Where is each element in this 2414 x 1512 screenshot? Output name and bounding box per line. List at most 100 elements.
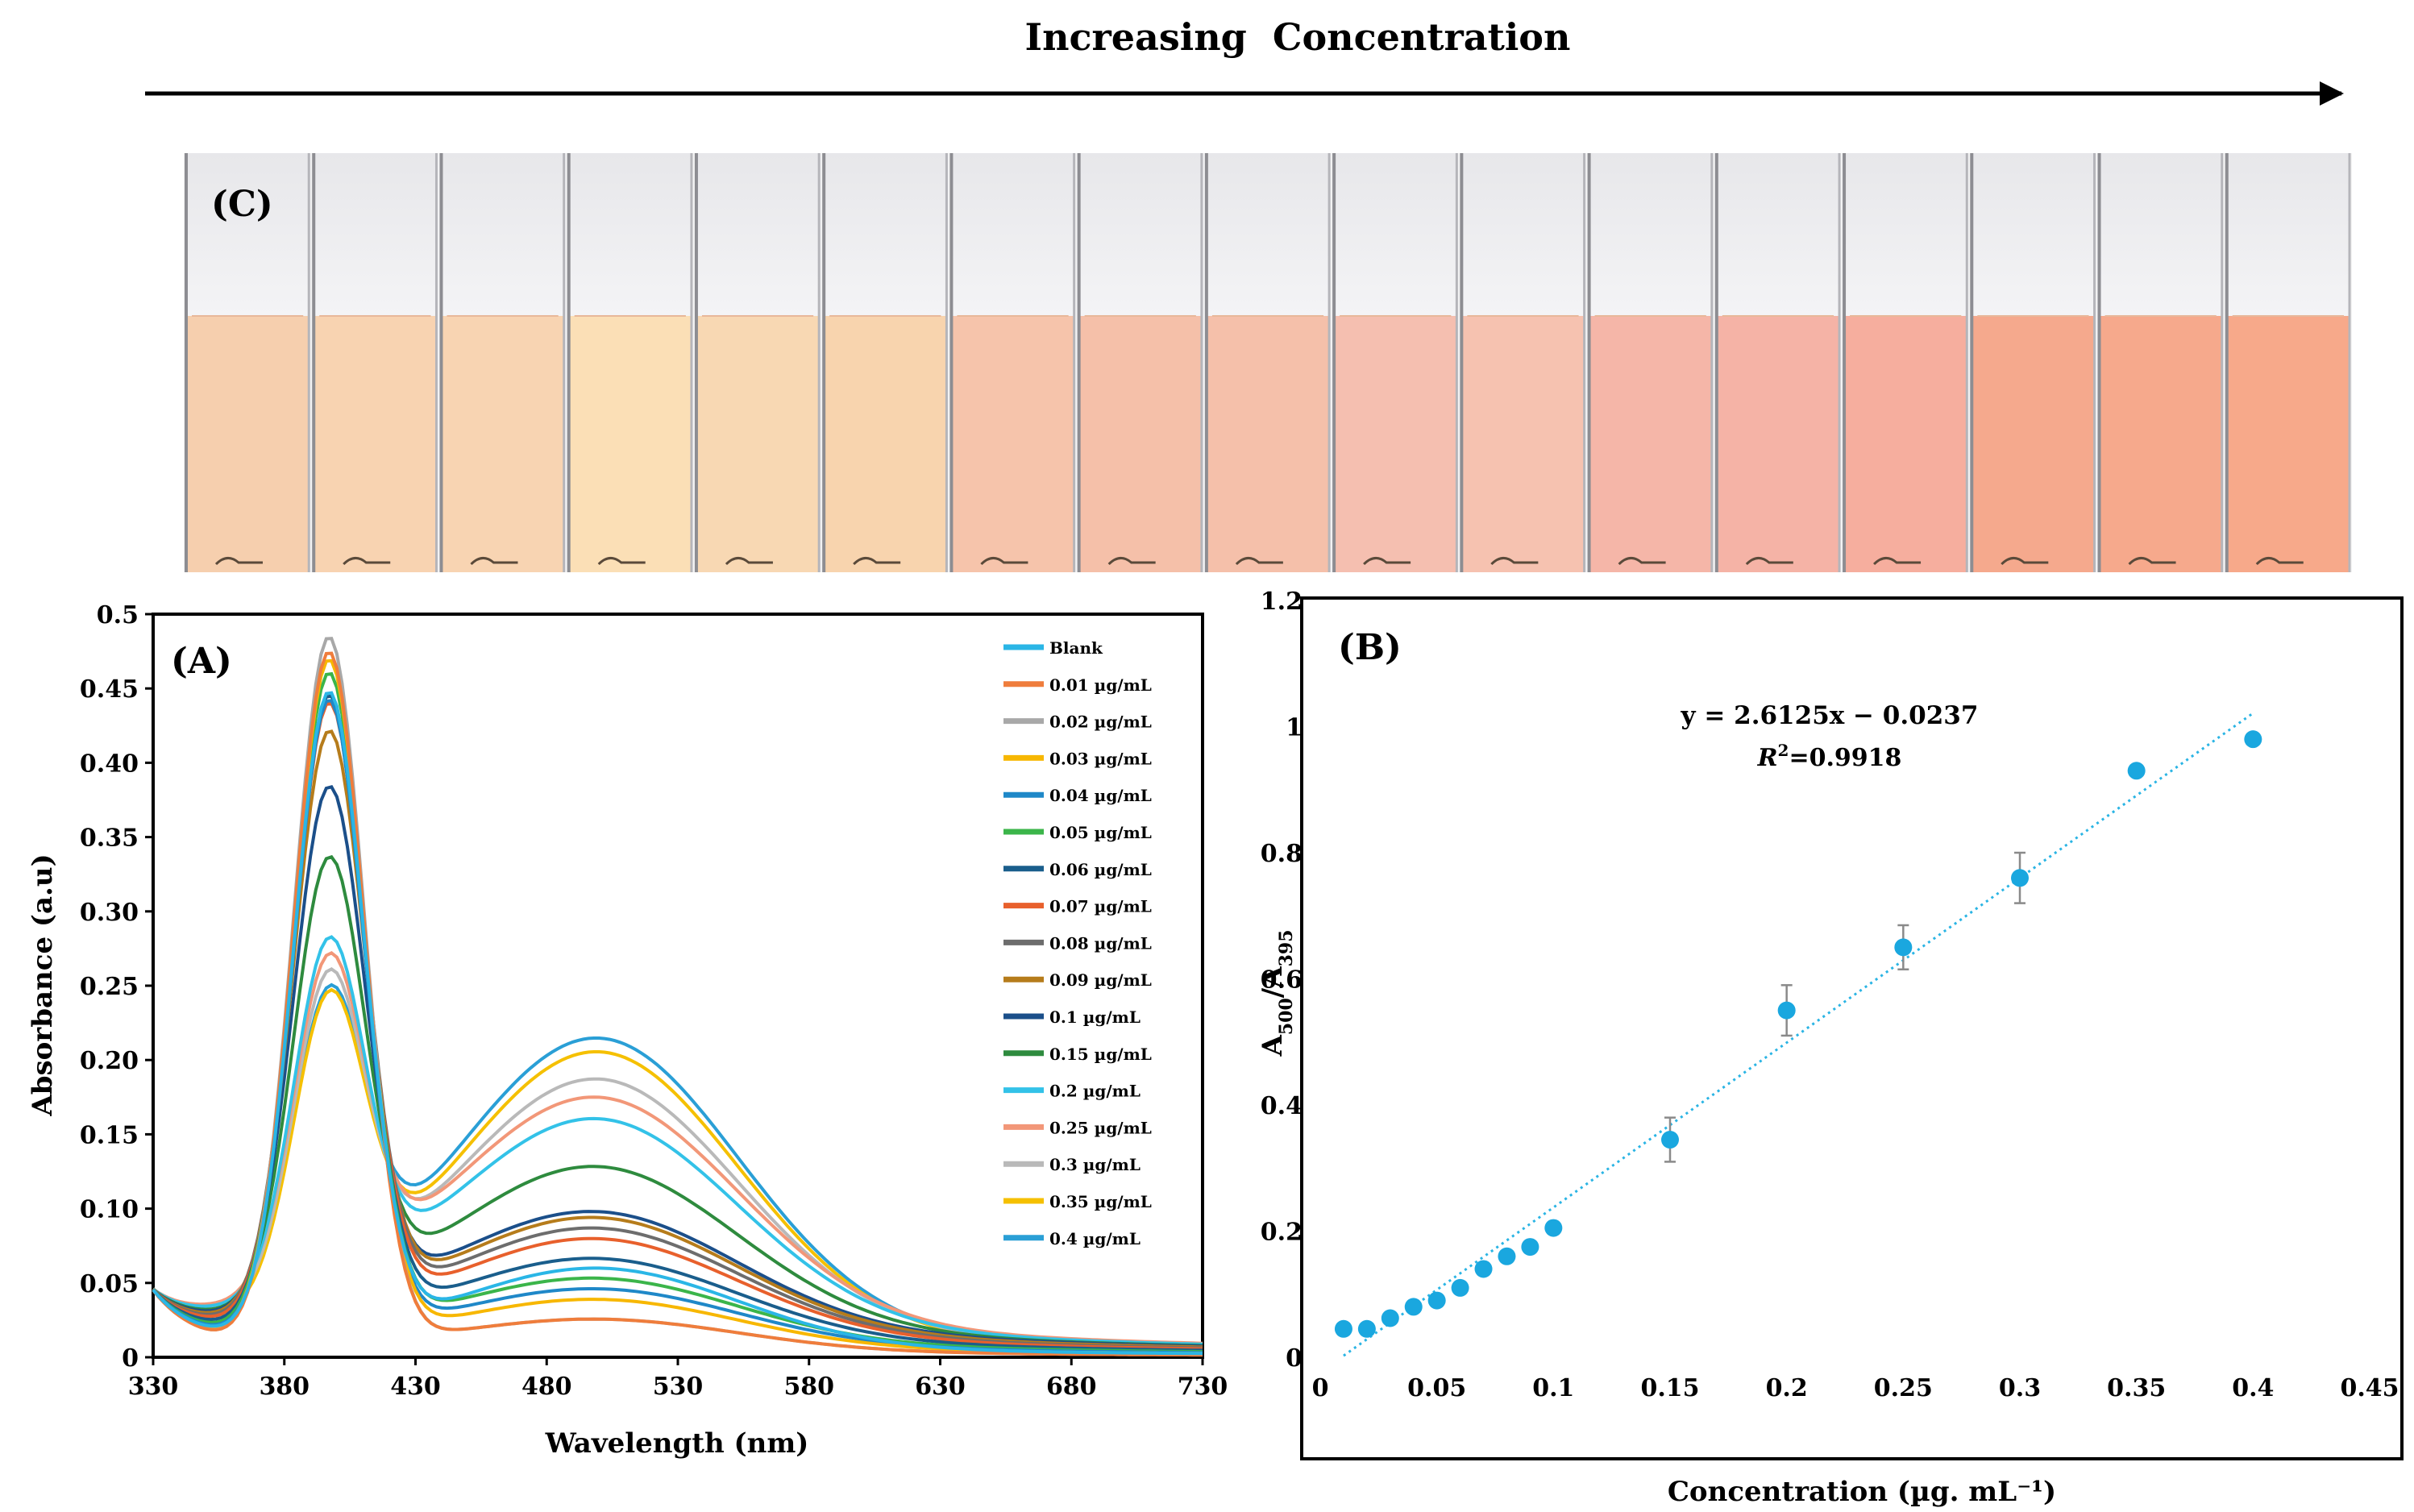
stir-bar <box>1107 557 1156 566</box>
y-tick-label: 0.6 <box>1261 966 1303 995</box>
chart-a-x-ticks: 330 380 430 480 530 580 630 680 730 <box>128 1357 1228 1401</box>
y-tick-label: 0.30 <box>80 899 139 927</box>
cuvette-glass <box>825 153 946 318</box>
x-tick-label: 0.1 <box>1532 1374 1574 1402</box>
cuvette-glass <box>569 153 691 318</box>
legend-entry: 0.1 µg/mL <box>1003 1007 1141 1027</box>
stir-bar <box>1618 557 1666 566</box>
stir-bar <box>470 557 518 566</box>
cuvette <box>1204 153 1331 572</box>
legend-entry: 0.03 µg/mL <box>1003 749 1152 768</box>
data-point-marker <box>1357 1319 1376 1338</box>
data-point-marker <box>1521 1238 1539 1257</box>
legend-entry: 0.25 µg/mL <box>1003 1118 1152 1137</box>
data-point <box>1544 1219 1563 1237</box>
x-tick-label: 530 <box>653 1373 704 1401</box>
stir-bar <box>343 557 391 566</box>
photo-panel: Increasing Concentration (C) <box>145 15 2352 572</box>
cuvette-solution <box>569 316 691 572</box>
spectrum-line <box>152 694 1203 1352</box>
panel-a-label: (A) <box>171 641 232 682</box>
data-point <box>1334 1319 1352 1338</box>
data-point <box>1661 1116 1679 1163</box>
stir-bar <box>1235 557 1283 566</box>
legend-entry: 0.35 µg/mL <box>1003 1192 1152 1211</box>
data-point <box>1777 984 1796 1037</box>
chart-b-frame <box>1300 596 2404 1460</box>
cuvette-solution <box>696 316 819 572</box>
stir-bar <box>853 557 901 566</box>
data-point <box>2127 762 2146 780</box>
chart-b-y-axis-title: A500/A395 <box>1257 929 1297 1057</box>
cuvette <box>1587 153 1714 572</box>
data-point-marker <box>1404 1298 1423 1316</box>
cuvette-glass <box>1079 153 1201 318</box>
stir-bar <box>980 557 1028 566</box>
cuvette-solution <box>1717 316 1839 572</box>
data-point-marker <box>1474 1260 1493 1278</box>
linear-fit-line <box>1343 712 2254 1357</box>
legend-entry: 0.06 µg/mL <box>1003 860 1152 879</box>
stir-bar <box>1745 557 1793 566</box>
stir-bar <box>214 557 263 566</box>
panel-b-label: (B) <box>1338 627 1402 668</box>
x-tick-label: 730 <box>1178 1373 1228 1401</box>
x-tick-label: 0.2 <box>1766 1374 1808 1402</box>
legend-entry: 0.07 µg/mL <box>1003 897 1152 916</box>
chart-a-x-axis-title: Wavelength (nm) <box>545 1427 809 1460</box>
legend-label: 0.04 µg/mL <box>1049 786 1152 805</box>
x-tick-label: 0.3 <box>1999 1374 2041 1402</box>
cuvette-solution <box>825 316 946 572</box>
increasing-concentration-header: Increasing Concentration <box>1025 15 1571 59</box>
legend-entry: 0.2 µg/mL <box>1003 1082 1141 1101</box>
cuvette <box>694 153 821 572</box>
legend-label: 0.35 µg/mL <box>1049 1192 1152 1211</box>
cuvette-solution <box>1462 316 1584 572</box>
y-tick-label: 0.40 <box>80 750 139 778</box>
data-point <box>1474 1260 1493 1278</box>
spectra-chart: 0 0.05 0.10 0.15 0.20 0.25 0.30 0.35 0.40 0.45 0.5… <box>27 601 1228 1460</box>
x-tick-label: 630 <box>915 1373 966 1401</box>
chart-a-y-ticks: 0 0.05 0.10 0.15 0.20 0.25 0.30 0.35 0.40 0.45 0.5 <box>80 601 153 1373</box>
spectrum-line <box>152 701 1203 1351</box>
cuvette-solution <box>442 316 563 572</box>
cuvette <box>1332 153 1458 572</box>
data-point <box>1357 1319 1376 1338</box>
spectrum-line <box>152 935 1203 1346</box>
chart-b-trendline <box>1343 712 2254 1357</box>
data-point-marker <box>1894 938 1913 957</box>
legend-entry: 0.3 µg/mL <box>1003 1155 1141 1174</box>
stir-bar <box>1490 557 1539 566</box>
legend-label: Blank <box>1049 638 1103 658</box>
r-squared-label: R2=0.9918 <box>1757 741 1902 772</box>
legend-entry: 0.09 µg/mL <box>1003 970 1152 990</box>
data-point-marker <box>1427 1291 1446 1310</box>
data-point-marker <box>2244 730 2262 749</box>
data-point-marker <box>1544 1219 1563 1237</box>
legend-label: 0.2 µg/mL <box>1049 1082 1141 1101</box>
data-point-marker <box>1777 1001 1796 1020</box>
stir-bar <box>2128 557 2176 566</box>
cuvette-solution <box>314 316 436 572</box>
legend-label: 0.03 µg/mL <box>1049 749 1152 768</box>
legend-entry: 0.01 µg/mL <box>1003 675 1152 695</box>
data-point-marker <box>1334 1319 1352 1338</box>
y-tick-label: 0.20 <box>80 1047 139 1075</box>
cuvette-solution <box>1335 316 1456 572</box>
data-point-marker <box>1661 1131 1679 1149</box>
y-tick-label: 0 <box>122 1344 139 1373</box>
data-point <box>1427 1291 1446 1310</box>
legend-entry: 0.4 µg/mL <box>1003 1229 1141 1248</box>
data-point <box>2011 851 2029 904</box>
legend-label: 0.4 µg/mL <box>1049 1229 1141 1248</box>
cuvette <box>1970 153 2096 572</box>
cuvette <box>949 153 1076 572</box>
legend-entry: Blank <box>1003 638 1103 658</box>
cuvette <box>1843 153 1968 572</box>
y-tick-label: 1 <box>1286 714 1303 742</box>
cuvette-solution <box>1845 316 1967 572</box>
data-point-marker <box>2127 762 2146 780</box>
cuvette-solution <box>952 316 1074 572</box>
x-tick-label: 480 <box>521 1373 572 1401</box>
panel-c-label: (C) <box>211 184 273 225</box>
